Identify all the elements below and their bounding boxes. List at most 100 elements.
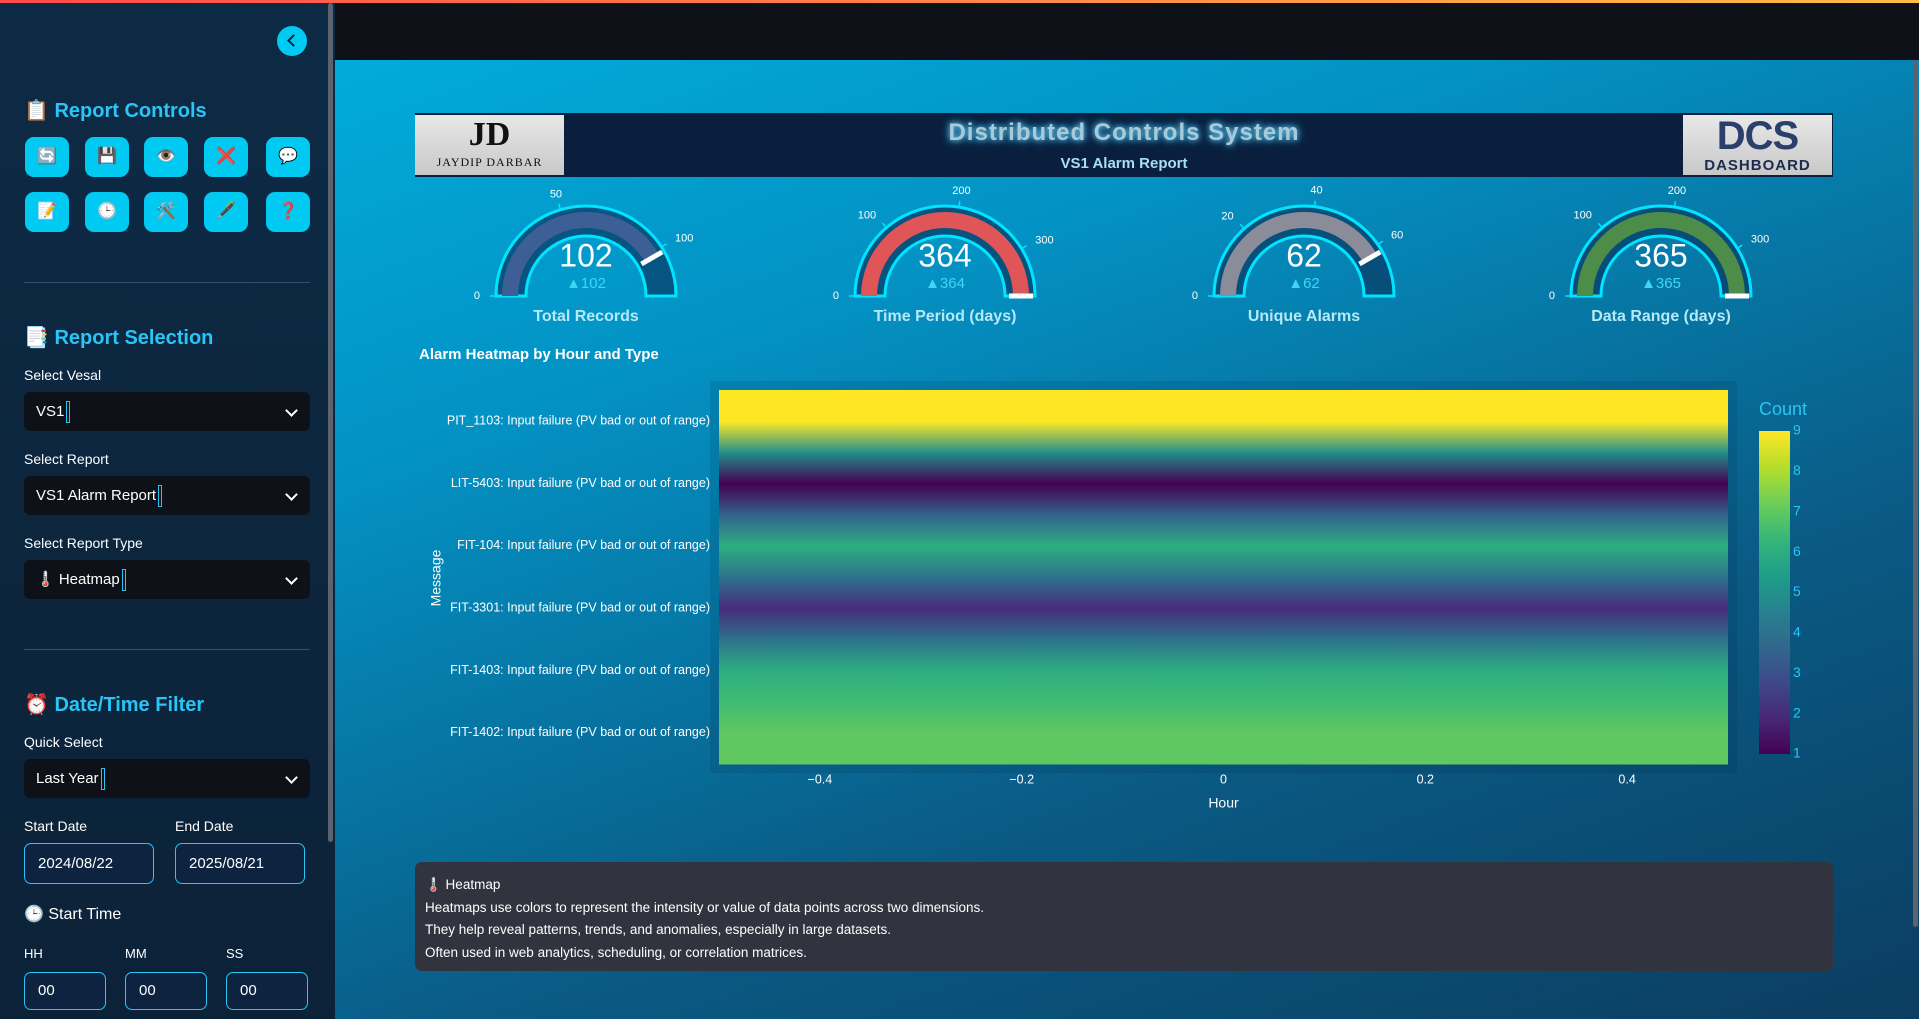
gauge-label: Unique Alarms bbox=[1248, 308, 1360, 325]
control-button[interactable]: ❓ bbox=[266, 192, 310, 232]
colorbar-tick-label: 5 bbox=[1793, 583, 1801, 599]
select-value: VS1 bbox=[36, 403, 65, 420]
gauge-tick-label: 0 bbox=[474, 290, 480, 302]
y-tick-label: LIT-5403: Input failure (PV bad or out o… bbox=[451, 476, 710, 490]
gauge-threshold bbox=[640, 249, 664, 267]
colorbar-tick-label: 8 bbox=[1793, 462, 1801, 478]
control-button[interactable]: 💬 bbox=[266, 137, 310, 177]
gauge-delta: ▲62 bbox=[1288, 275, 1320, 292]
select-value: VS1 Alarm Report bbox=[36, 487, 157, 504]
field-label: Select Report Type bbox=[24, 535, 143, 551]
gauge-tick bbox=[661, 243, 667, 248]
control-button[interactable]: 👁️ bbox=[144, 137, 188, 177]
report-header: JD JAYDIP DARBAR Distributed Controls Sys… bbox=[415, 113, 1833, 177]
gauge-bar bbox=[861, 212, 1029, 296]
gauge-tick-label: 0 bbox=[1549, 290, 1555, 302]
select[interactable]: 🌡️ Heatmap bbox=[24, 560, 310, 599]
time-input[interactable]: 00 bbox=[226, 972, 308, 1010]
x-tick-label: 0.2 bbox=[1417, 772, 1434, 786]
gauge-tick bbox=[1737, 244, 1743, 249]
colorbar-tick-label: 7 bbox=[1793, 502, 1801, 518]
date-input[interactable]: 2024/08/22 bbox=[24, 843, 154, 884]
control-button[interactable]: 🕒 bbox=[85, 192, 129, 232]
select[interactable]: VS1 bbox=[24, 392, 310, 431]
gauge-tick bbox=[1673, 200, 1677, 207]
field-label: End Date bbox=[175, 818, 234, 834]
colorbar-tick-label: 2 bbox=[1793, 704, 1801, 720]
gauge-tick bbox=[1313, 200, 1317, 206]
logo-name: DASHBOARD bbox=[1704, 157, 1811, 174]
gauge-threshold bbox=[1358, 249, 1382, 267]
heatmap-row bbox=[719, 452, 1728, 516]
gauge-value: 102 bbox=[559, 237, 612, 273]
select-caret bbox=[158, 485, 163, 508]
x-tick-label: −0.4 bbox=[808, 772, 833, 786]
section-heading: 📑 Report Selection bbox=[24, 327, 214, 349]
date-input[interactable]: 2025/08/21 bbox=[175, 843, 305, 884]
heatmap-row bbox=[719, 701, 1728, 765]
gauge-delta: ▲102 bbox=[566, 275, 606, 292]
field-label: MM bbox=[125, 946, 147, 961]
info-line: Heatmaps use colors to represent the int… bbox=[425, 899, 985, 915]
scrollbar[interactable] bbox=[1913, 60, 1918, 927]
heatmap-row bbox=[719, 390, 1728, 453]
logo: JD JAYDIP DARBAR bbox=[415, 115, 564, 175]
divider bbox=[24, 649, 310, 650]
logo-name: JAYDIP DARBAR bbox=[436, 155, 543, 169]
select-chevron bbox=[285, 572, 298, 585]
field-label: Quick Select bbox=[24, 734, 103, 750]
logo-mark: DCS bbox=[1716, 114, 1799, 158]
gauge-value: 365 bbox=[1634, 237, 1687, 273]
heatmap-row bbox=[719, 577, 1728, 640]
time-input[interactable]: 00 bbox=[125, 972, 207, 1010]
gauge-tick-label: 50 bbox=[550, 188, 562, 200]
colorbar-tick-label: 3 bbox=[1793, 664, 1801, 680]
field-label: HH bbox=[24, 946, 43, 961]
select[interactable]: VS1 Alarm Report bbox=[24, 476, 310, 515]
section-heading: ⏰ Date/Time Filter bbox=[24, 694, 205, 716]
gauge-tick bbox=[1239, 223, 1245, 229]
colorbar-title: Count bbox=[1759, 399, 1807, 419]
logo-mark: JD bbox=[468, 116, 511, 153]
info-box: 🌡️ Heatmap Heatmaps use colors to repres… bbox=[415, 862, 1833, 971]
gauge-label: Time Period (days) bbox=[874, 308, 1017, 325]
gauge-bar bbox=[502, 211, 659, 296]
collapse-button[interactable] bbox=[277, 26, 307, 56]
info-line: Often used in web analytics, scheduling,… bbox=[425, 944, 807, 960]
gauge-tick-label: 40 bbox=[1310, 185, 1322, 197]
gauge-delta: ▲365 bbox=[1641, 275, 1681, 292]
control-button[interactable]: ❌ bbox=[204, 137, 248, 177]
gauge-value: 364 bbox=[918, 237, 971, 273]
section-heading: 📋 Report Controls bbox=[24, 100, 207, 122]
colorbar-tick-label: 9 bbox=[1793, 422, 1801, 438]
scrollbar[interactable] bbox=[328, 3, 333, 842]
select[interactable]: Last Year bbox=[24, 759, 310, 798]
report-title: Distributed Controls System bbox=[948, 119, 1300, 146]
gauge-tick-label: 60 bbox=[1391, 229, 1403, 241]
info-lines: Heatmaps use colors to represent the int… bbox=[425, 897, 1823, 965]
colorbar-tick-label: 4 bbox=[1793, 624, 1801, 640]
gauge-bar bbox=[1577, 212, 1745, 296]
gauge-tick bbox=[1378, 240, 1384, 245]
select-caret bbox=[121, 569, 126, 592]
gauge-tick-label: 300 bbox=[1035, 234, 1053, 246]
gauge-tick-label: 100 bbox=[1574, 210, 1592, 222]
gauge-tick bbox=[958, 201, 961, 207]
gauge-tick-label: 100 bbox=[675, 232, 693, 244]
control-button[interactable]: 🛠️ bbox=[144, 192, 188, 232]
logo: DCS DASHBOARD bbox=[1683, 115, 1832, 175]
gauge-label: Total Records bbox=[533, 308, 639, 325]
time-input[interactable]: 00 bbox=[24, 972, 106, 1010]
control-button[interactable]: 📝 bbox=[25, 192, 69, 232]
control-button[interactable]: 🖋️ bbox=[204, 192, 248, 232]
divider bbox=[24, 282, 310, 283]
info-title: 🌡️ Heatmap bbox=[425, 877, 501, 892]
gauge-tick-label: 100 bbox=[858, 209, 876, 221]
y-tick-label: FIT-104: Input failure (PV bad or out of… bbox=[457, 538, 710, 552]
colorbar-tick-label: 1 bbox=[1793, 745, 1801, 761]
colorbar-tick-label: 6 bbox=[1793, 543, 1801, 559]
control-button[interactable]: 🔄 bbox=[25, 137, 69, 177]
field-label: Select Vesal bbox=[24, 367, 102, 383]
control-button[interactable]: 💾 bbox=[85, 137, 129, 177]
